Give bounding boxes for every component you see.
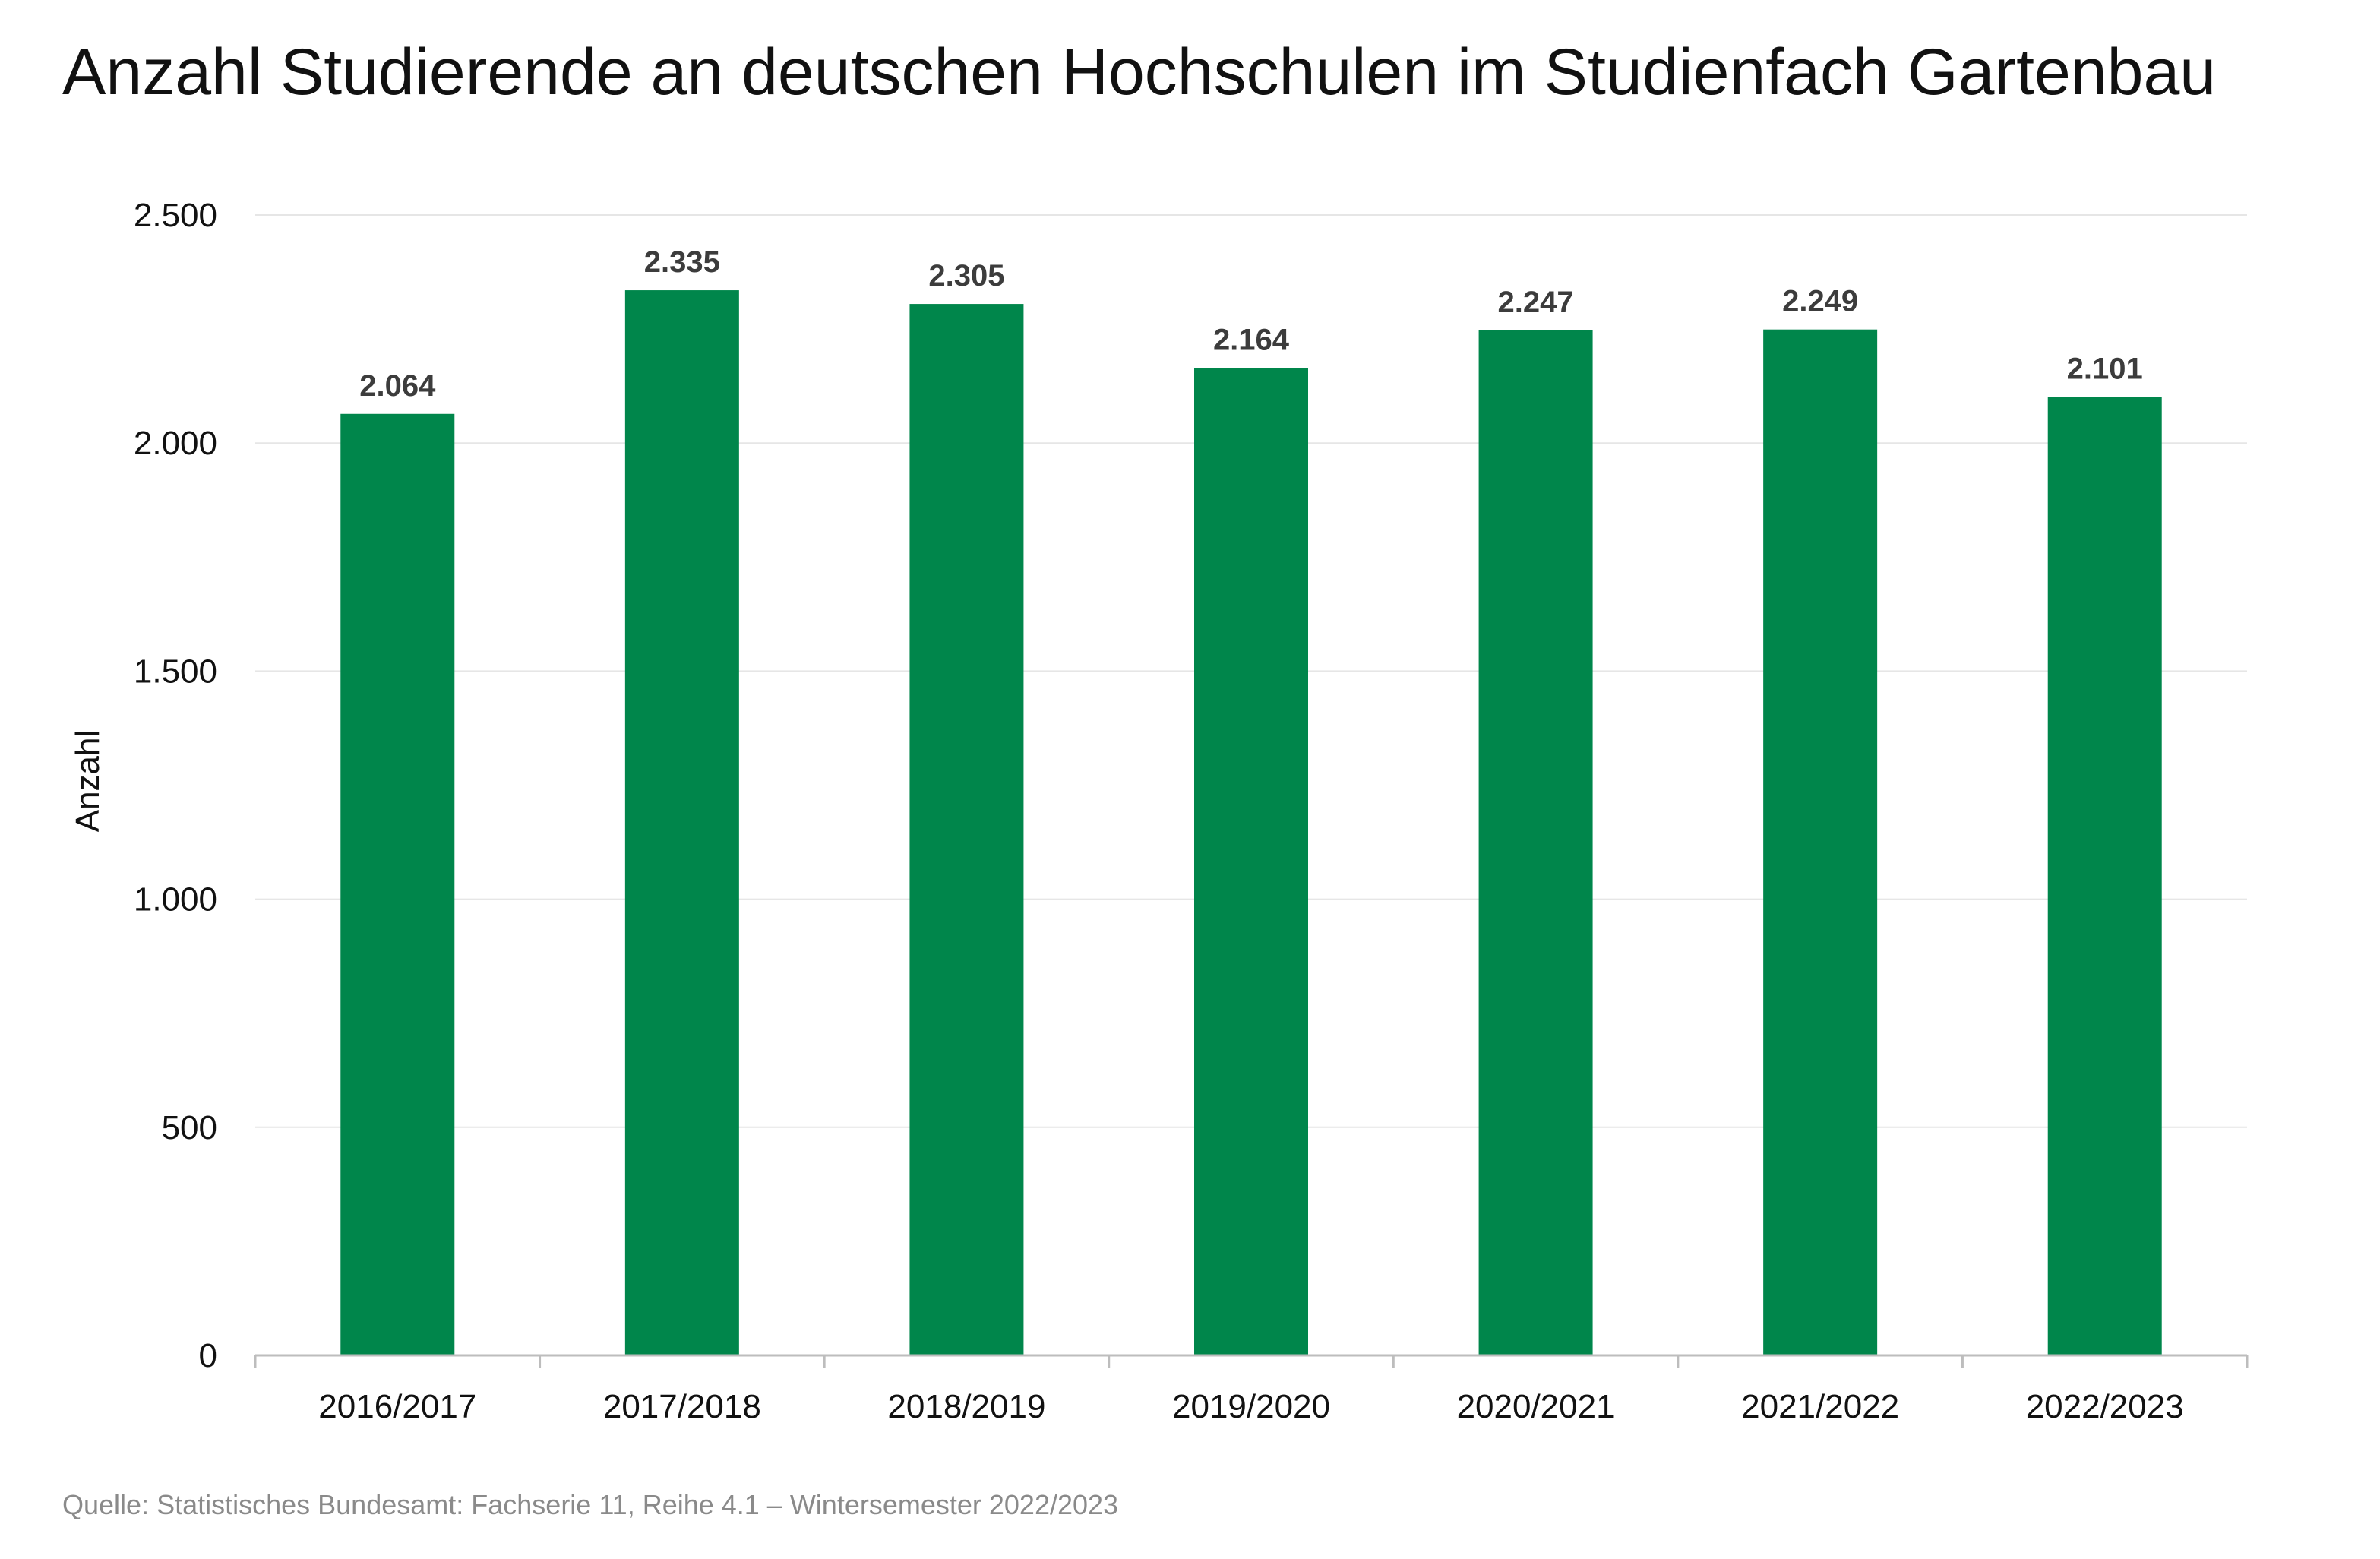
data-label: 2.101 <box>2067 353 2143 386</box>
bar <box>340 413 455 1355</box>
x-axis-ticks: 2016/2017 2017/2018 2018/2019 2019/2020 2020… <box>318 1388 2183 1425</box>
y-tick-label: 2.000 <box>134 425 217 462</box>
chart-title: Anzahl Studierende an deutschen Hochschu… <box>62 36 2217 109</box>
y-tick-label: 0 <box>199 1337 217 1374</box>
data-label: 2.064 <box>359 369 436 403</box>
bar <box>1763 329 1878 1355</box>
bar <box>624 290 739 1355</box>
y-tick-label: 1.000 <box>134 881 217 919</box>
y-axis-label: Anzahl <box>69 730 106 833</box>
x-axis <box>254 1354 2249 1368</box>
y-tick-label: 2.500 <box>134 197 217 234</box>
bar <box>1194 368 1308 1356</box>
bar <box>1478 330 1593 1355</box>
data-label: 2.335 <box>644 245 720 279</box>
bars <box>340 290 2162 1356</box>
x-tick-label: 2021/2022 <box>1741 1388 1899 1425</box>
data-label: 2.164 <box>1213 324 1290 357</box>
data-label: 2.249 <box>1782 285 1858 318</box>
bar-chart: 0 500 1.000 1.500 2.000 2.500 2.064 2.335 2.305… <box>69 197 2249 1425</box>
x-tick-label: 2022/2023 <box>2026 1388 2184 1425</box>
data-label: 2.305 <box>928 259 1004 293</box>
x-tick-label: 2019/2020 <box>1172 1388 1330 1425</box>
x-tick-label: 2016/2017 <box>318 1388 476 1425</box>
data-labels: 2.064 2.335 2.305 2.164 2.247 2.249 2.101 <box>359 245 2143 403</box>
x-tick-label: 2018/2019 <box>887 1388 1045 1425</box>
y-tick-label: 1.500 <box>134 653 217 690</box>
bar <box>909 304 1024 1355</box>
source-note: Quelle: Statistisches Bundesamt: Fachser… <box>62 1489 1119 1520</box>
y-tick-label: 500 <box>162 1109 217 1146</box>
x-tick-label: 2017/2018 <box>603 1388 761 1425</box>
y-axis-ticks: 0 500 1.000 1.500 2.000 2.500 <box>134 197 217 1374</box>
bar <box>2047 397 2162 1355</box>
data-label: 2.247 <box>1498 286 1574 319</box>
x-tick-label: 2020/2021 <box>1457 1388 1615 1425</box>
